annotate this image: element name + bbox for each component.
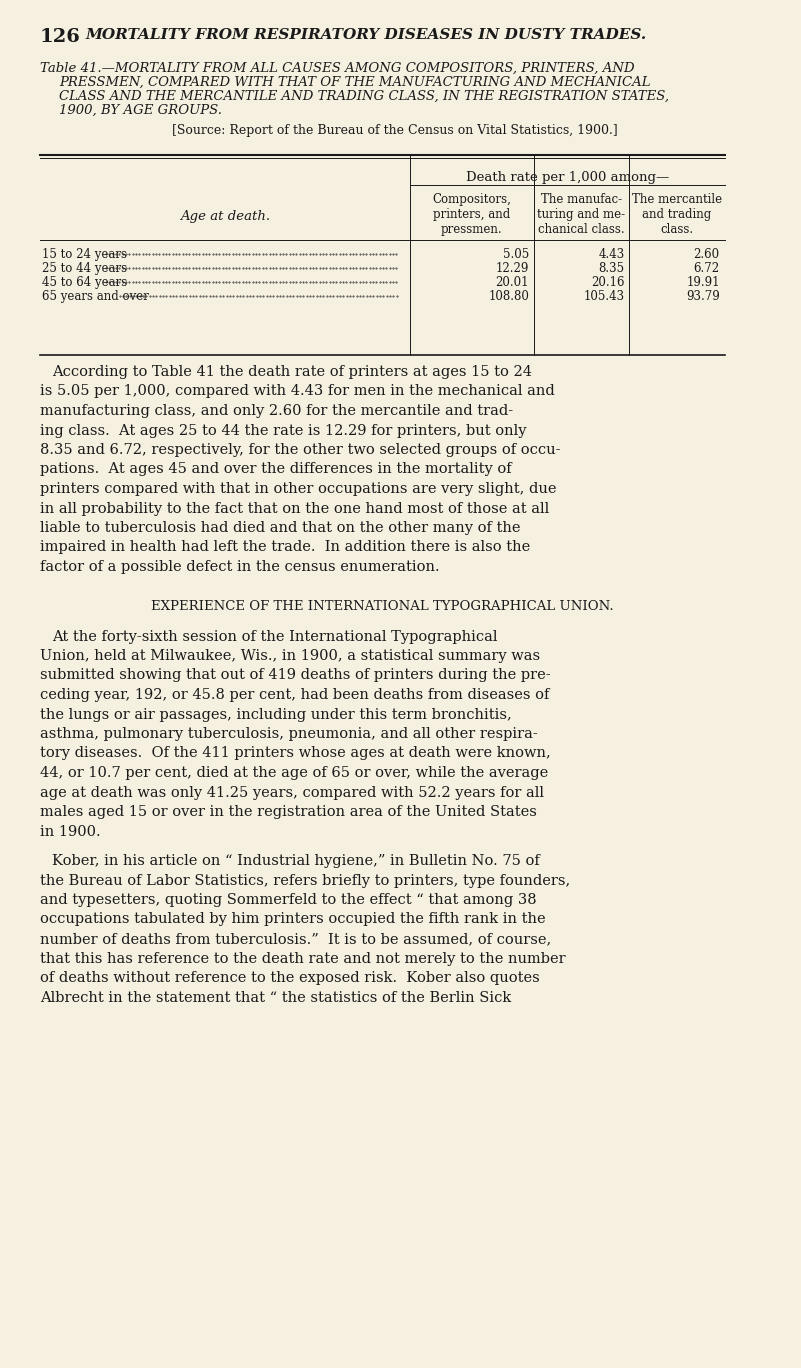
Text: pations.  At ages 45 and over the differences in the mortality of: pations. At ages 45 and over the differe…: [40, 462, 512, 476]
Text: liable to tuberculosis had died and that on the other many of the: liable to tuberculosis had died and that…: [40, 521, 521, 535]
Text: 8.35: 8.35: [598, 263, 625, 275]
Text: 44, or 10.7 per cent, died at the age of 65 or over, while the average: 44, or 10.7 per cent, died at the age of…: [40, 766, 549, 780]
Text: 25 to 44 years: 25 to 44 years: [42, 263, 127, 275]
Text: 105.43: 105.43: [583, 290, 625, 302]
Text: age at death was only 41.25 years, compared with 52.2 years for all: age at death was only 41.25 years, compa…: [40, 785, 544, 799]
Text: Union, held at Milwaukee, Wis., in 1900, a statistical summary was: Union, held at Milwaukee, Wis., in 1900,…: [40, 648, 540, 663]
Text: 93.79: 93.79: [686, 290, 720, 302]
Text: tory diseases.  Of the 411 printers whose ages at death were known,: tory diseases. Of the 411 printers whose…: [40, 747, 551, 761]
Text: EXPERIENCE OF THE INTERNATIONAL TYPOGRAPHICAL UNION.: EXPERIENCE OF THE INTERNATIONAL TYPOGRAP…: [151, 599, 614, 613]
Text: 2.60: 2.60: [694, 248, 720, 261]
Text: in all probability to the fact that on the one hand most of those at all: in all probability to the fact that on t…: [40, 502, 549, 516]
Text: 19.91: 19.91: [686, 276, 720, 289]
Text: 5.05: 5.05: [503, 248, 529, 261]
Text: factor of a possible defect in the census enumeration.: factor of a possible defect in the censu…: [40, 560, 440, 575]
Text: 108.80: 108.80: [489, 290, 529, 302]
Text: Albrecht in the statement that “ the statistics of the Berlin Sick: Albrecht in the statement that “ the sta…: [40, 990, 511, 1004]
Text: Compositors,
printers, and
pressmen.: Compositors, printers, and pressmen.: [433, 193, 511, 237]
Text: 45 to 64 years: 45 to 64 years: [42, 276, 127, 289]
Text: [Source: Report of the Bureau of the Census on Vital Statistics, 1900.]: [Source: Report of the Bureau of the Cen…: [171, 124, 618, 137]
Text: 20.01: 20.01: [496, 276, 529, 289]
Text: According to Table 41 the death rate of printers at ages 15 to 24: According to Table 41 the death rate of …: [52, 365, 533, 379]
Text: 65 years and over: 65 years and over: [42, 290, 149, 302]
Text: in 1900.: in 1900.: [40, 825, 101, 839]
Text: impaired in health had left the trade.  In addition there is also the: impaired in health had left the trade. I…: [40, 540, 530, 554]
Text: 12.29: 12.29: [496, 263, 529, 275]
Text: 8.35 and 6.72, respectively, for the other two selected groups of occu-: 8.35 and 6.72, respectively, for the oth…: [40, 443, 561, 457]
Text: the lungs or air passages, including under this term bronchitis,: the lungs or air passages, including und…: [40, 707, 512, 721]
Text: 6.72: 6.72: [694, 263, 720, 275]
Text: of deaths without reference to the exposed risk.  Kober also quotes: of deaths without reference to the expos…: [40, 971, 540, 985]
Text: 20.16: 20.16: [591, 276, 625, 289]
Text: submitted showing that out of 419 deaths of printers during the pre-: submitted showing that out of 419 deaths…: [40, 669, 550, 683]
Text: the Bureau of Labor Statistics, refers briefly to printers, type founders,: the Bureau of Labor Statistics, refers b…: [40, 874, 570, 888]
Text: The mercantile
and trading
class.: The mercantile and trading class.: [632, 193, 722, 237]
Text: number of deaths from tuberculosis.”  It is to be assumed, of course,: number of deaths from tuberculosis.” It …: [40, 932, 551, 947]
Text: and typesetters, quoting Sommerfeld to the effect “ that among 38: and typesetters, quoting Sommerfeld to t…: [40, 893, 537, 907]
Text: MORTALITY FROM RESPIRATORY DISEASES IN DUSTY TRADES.: MORTALITY FROM RESPIRATORY DISEASES IN D…: [86, 27, 647, 42]
Text: ing class.  At ages 25 to 44 the rate is 12.29 for printers, but only: ing class. At ages 25 to 44 the rate is …: [40, 424, 526, 438]
Text: Death rate per 1,000 among—: Death rate per 1,000 among—: [465, 171, 669, 185]
Text: At the forty-sixth session of the International Typographical: At the forty-sixth session of the Intern…: [52, 629, 498, 643]
Text: is 5.05 per 1,000, compared with 4.43 for men in the mechanical and: is 5.05 per 1,000, compared with 4.43 fo…: [40, 384, 555, 398]
Text: printers compared with that in other occupations are very slight, due: printers compared with that in other occ…: [40, 482, 557, 497]
Text: PRESSMEN, COMPARED WITH THAT OF THE MANUFACTURING AND MECHANICAL: PRESSMEN, COMPARED WITH THAT OF THE MANU…: [59, 77, 650, 89]
Text: ceding year, 192, or 45.8 per cent, had been deaths from diseases of: ceding year, 192, or 45.8 per cent, had …: [40, 688, 549, 702]
Text: CLASS AND THE MERCANTILE AND TRADING CLASS, IN THE REGISTRATION STATES,: CLASS AND THE MERCANTILE AND TRADING CLA…: [59, 90, 669, 103]
Text: 15 to 24 years: 15 to 24 years: [42, 248, 127, 261]
Text: manufacturing class, and only 2.60 for the mercantile and trad-: manufacturing class, and only 2.60 for t…: [40, 404, 513, 419]
Text: occupations tabulated by him printers occupied the fifth rank in the: occupations tabulated by him printers oc…: [40, 912, 545, 926]
Text: asthma, pulmonary tuberculosis, pneumonia, and all other respira-: asthma, pulmonary tuberculosis, pneumoni…: [40, 726, 537, 741]
Text: 1900, BY AGE GROUPS.: 1900, BY AGE GROUPS.: [59, 104, 222, 118]
Text: males aged 15 or over in the registration area of the United States: males aged 15 or over in the registratio…: [40, 804, 537, 819]
Text: Age at death.: Age at death.: [180, 211, 270, 223]
Text: Table 41.—MORTALITY FROM ALL CAUSES AMONG COMPOSITORS, PRINTERS, AND: Table 41.—MORTALITY FROM ALL CAUSES AMON…: [40, 62, 634, 75]
Text: that this has reference to the death rate and not merely to the number: that this has reference to the death rat…: [40, 952, 566, 966]
Text: The manufac-
turing and me-
chanical class.: The manufac- turing and me- chanical cla…: [537, 193, 626, 237]
Text: 4.43: 4.43: [598, 248, 625, 261]
Text: 126: 126: [40, 27, 81, 47]
Text: Kober, in his article on “ Industrial hygiene,” in Bulletin No. 75 of: Kober, in his article on “ Industrial hy…: [52, 854, 540, 869]
